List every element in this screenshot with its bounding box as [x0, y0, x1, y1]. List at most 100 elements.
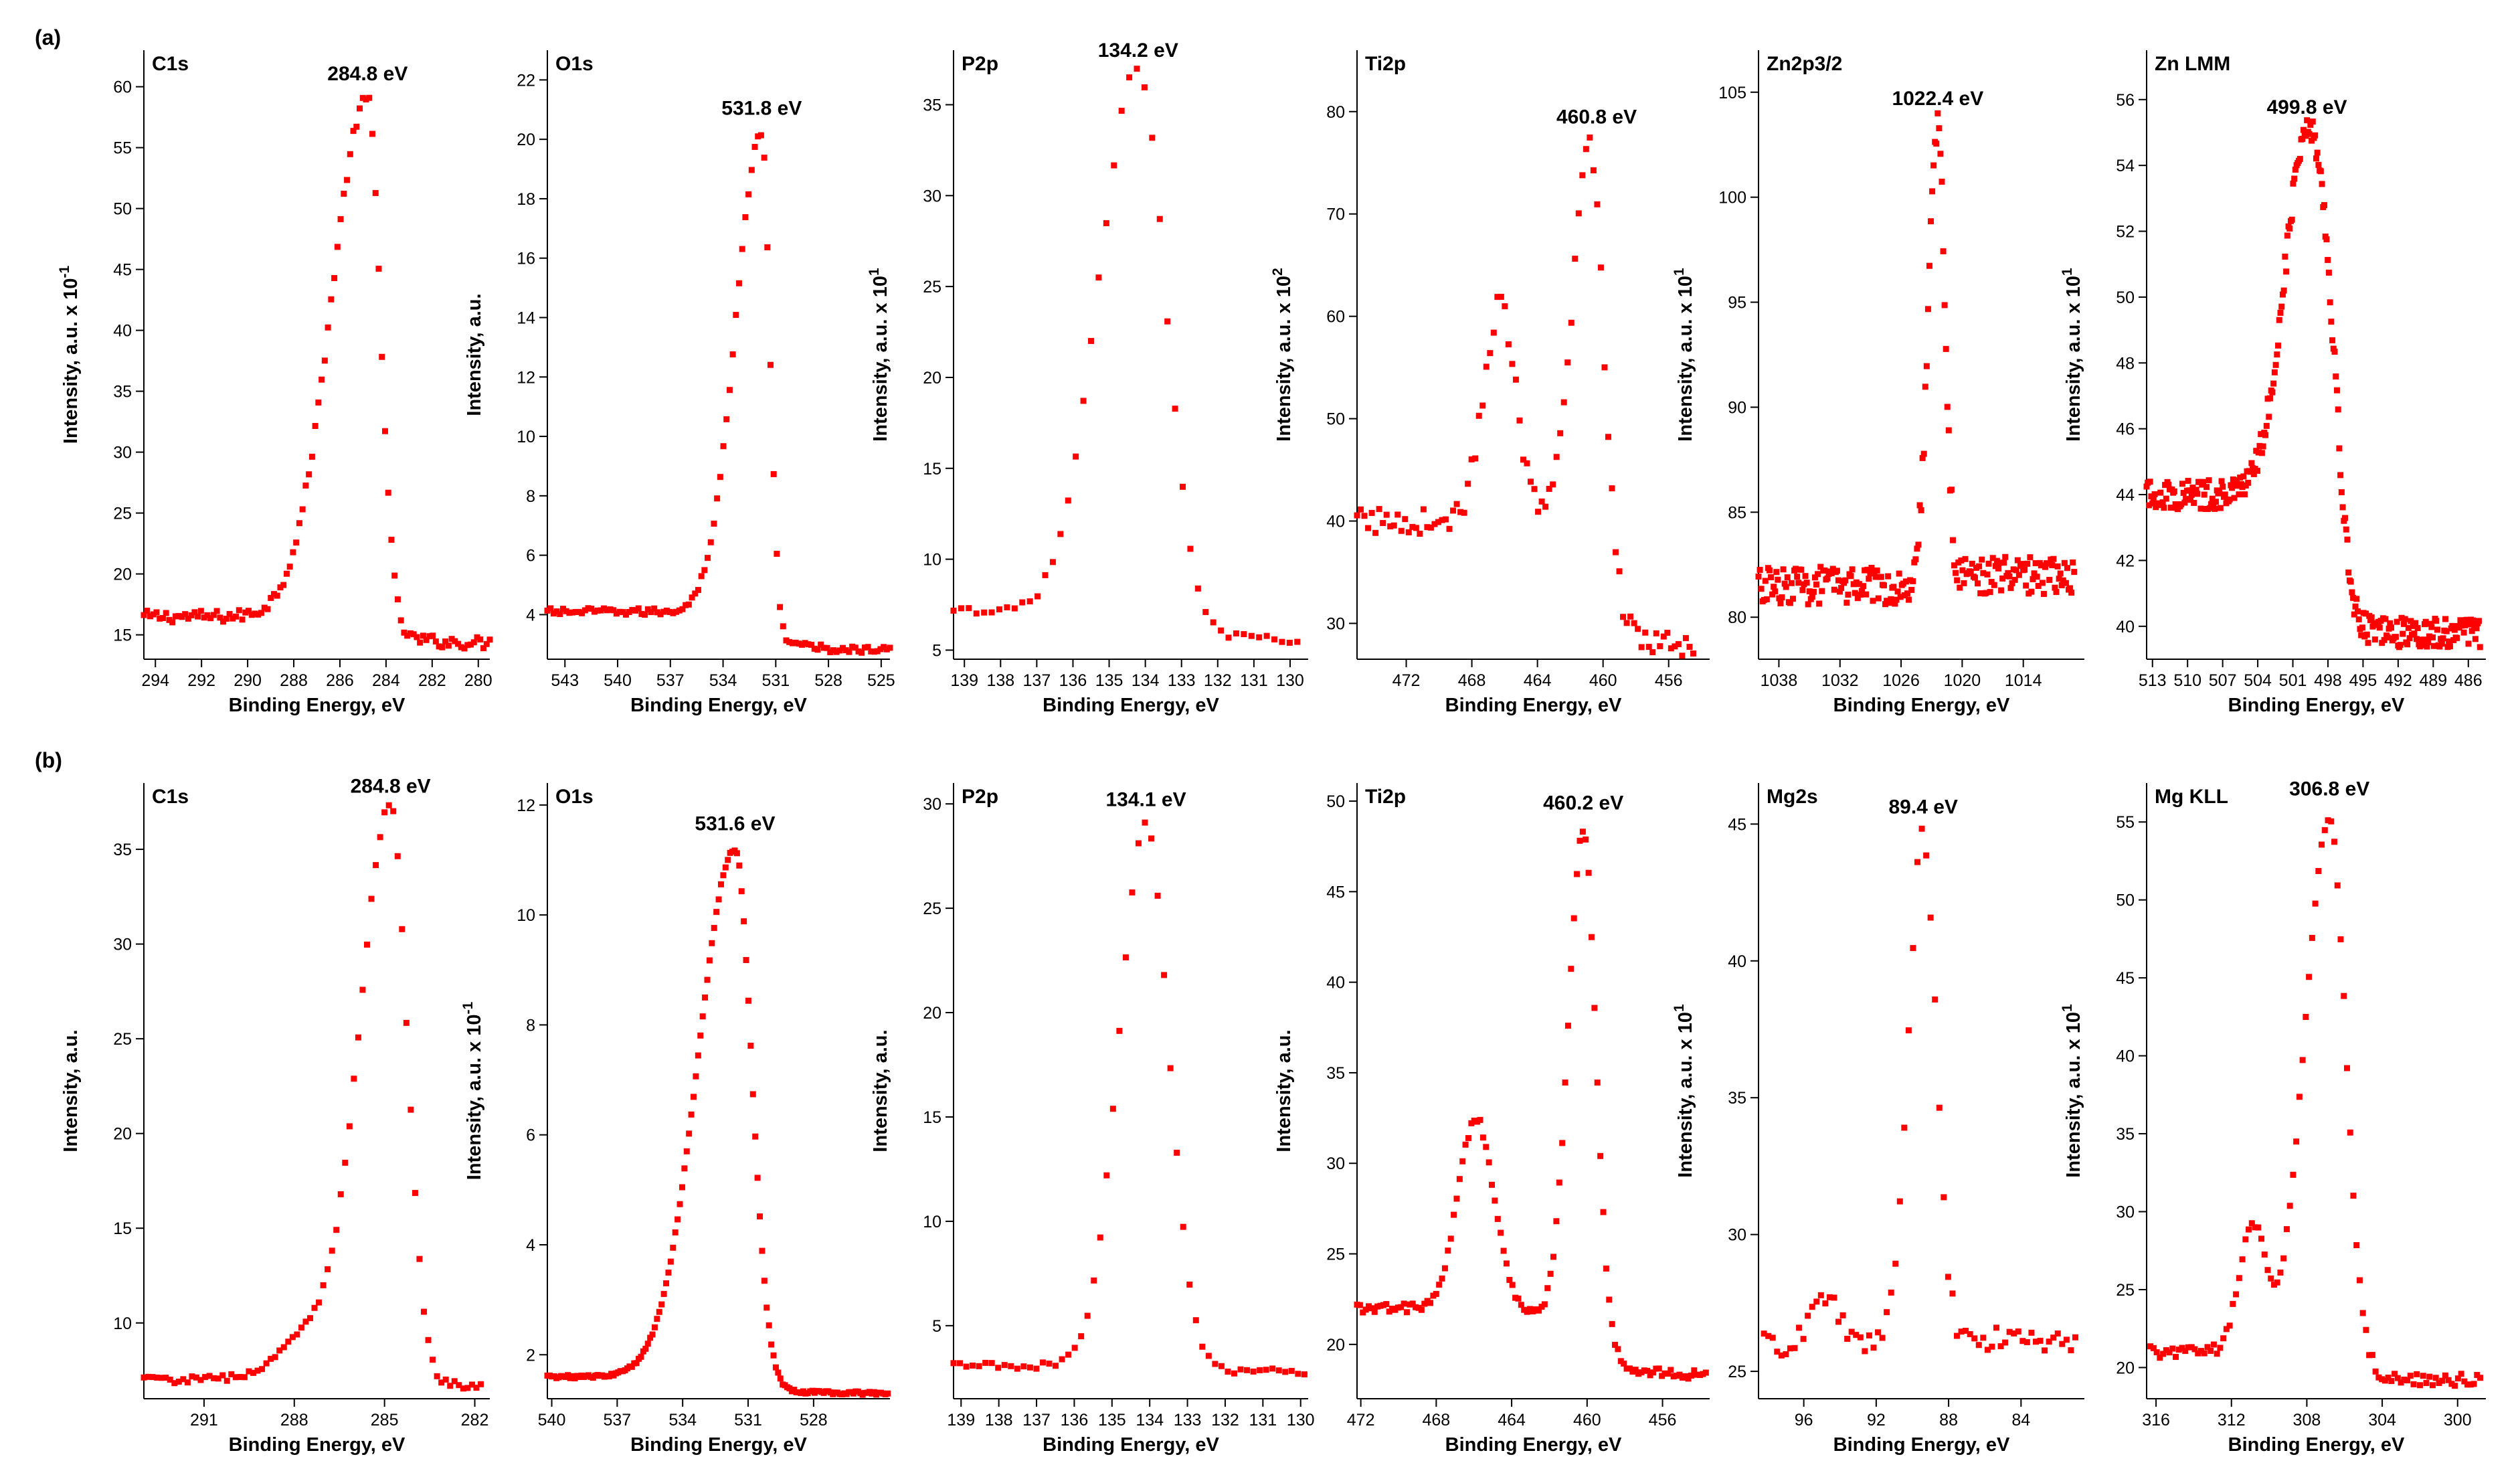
data-point	[2151, 491, 2158, 498]
data-point	[670, 1244, 677, 1251]
data-point	[277, 584, 284, 591]
data-point	[163, 610, 169, 616]
data-point	[1997, 559, 2003, 566]
data-point	[219, 1372, 226, 1379]
data-point	[2439, 1377, 2446, 1384]
panel-title: Ti2p	[1365, 53, 1406, 75]
data-point	[865, 644, 871, 651]
data-point	[1443, 516, 1449, 523]
data-point	[1984, 1347, 1991, 1353]
data-point	[663, 1280, 670, 1287]
data-point	[1880, 582, 1887, 589]
y-tick-label: 30	[113, 444, 132, 462]
data-point	[572, 608, 579, 615]
data-point	[1248, 632, 1255, 639]
x-tick-label: 285	[371, 1411, 399, 1430]
data-point	[2288, 216, 2295, 223]
data-point	[1180, 483, 1186, 490]
data-point	[666, 608, 673, 615]
data-point	[842, 647, 849, 654]
peak-label: 134.2 eV	[1098, 39, 1178, 62]
data-point	[2369, 623, 2376, 630]
data-point	[1862, 1348, 1868, 1355]
data-point	[1494, 294, 1501, 300]
data-point	[2242, 491, 2248, 498]
data-point	[2028, 1329, 2035, 1336]
data-point	[2376, 624, 2383, 631]
x-axis-label: Binding Energy, eV	[1043, 1434, 1219, 1456]
data-point	[685, 601, 692, 608]
data-point	[250, 1369, 256, 1376]
data-point	[2352, 603, 2359, 610]
data-point	[1570, 915, 1577, 922]
data-point	[1394, 511, 1401, 518]
data-point	[228, 1371, 235, 1377]
data-point	[2040, 590, 2047, 597]
x-tick-label: 282	[418, 671, 446, 690]
data-point	[2173, 1354, 2179, 1361]
x-tick-label: 137	[1023, 671, 1051, 690]
data-point	[1906, 596, 1912, 603]
data-point	[456, 1382, 462, 1389]
data-point	[241, 1374, 248, 1381]
data-point	[215, 1375, 221, 1382]
data-point	[268, 1355, 274, 1362]
y-tick-label: 12	[517, 368, 535, 387]
data-point	[1817, 564, 1824, 570]
data-point	[1536, 1307, 1542, 1314]
data-point	[626, 609, 632, 616]
data-point	[477, 636, 484, 642]
data-point	[394, 596, 401, 603]
data-point	[2277, 1270, 2284, 1276]
x-tick-label: 308	[2293, 1411, 2321, 1430]
data-point	[1755, 573, 1762, 580]
data-point	[296, 520, 302, 527]
data-point	[2145, 502, 2152, 509]
data-point	[451, 1378, 458, 1385]
data-point	[2182, 1348, 2189, 1355]
data-point	[658, 1301, 665, 1308]
chart-b-mg2s: 96 92 88 84 25 30 35 40 45 Binding Energy, eV Inte…	[1672, 783, 2084, 1456]
data-point	[1180, 1223, 1186, 1230]
data-point	[824, 644, 830, 651]
data-point	[191, 609, 198, 616]
y-axis-label-exponent: 1	[1672, 268, 1687, 276]
data-point	[363, 941, 370, 948]
data-point	[988, 1360, 995, 1367]
data-point	[2448, 1381, 2455, 1387]
data-point	[2262, 432, 2269, 438]
data-point	[2338, 489, 2345, 495]
data-point	[1799, 587, 1806, 594]
data-point	[2218, 478, 2225, 485]
data-point	[970, 1362, 976, 1369]
data-point	[2462, 622, 2468, 628]
data-point	[982, 1359, 989, 1366]
data-point	[1849, 566, 1856, 573]
data-point	[1487, 350, 1494, 357]
y-axis-label: Intensity, a.u.	[464, 293, 485, 416]
data-point	[408, 1106, 414, 1113]
data-point	[711, 520, 717, 527]
y-tick-label: 30	[2116, 1203, 2135, 1222]
x-tick-label: 534	[668, 1411, 697, 1430]
data-point	[1547, 1270, 1554, 1277]
data-point	[1934, 110, 1941, 116]
data-point	[325, 324, 331, 331]
data-point	[2446, 643, 2453, 650]
data-point	[2268, 1275, 2274, 1282]
y-tick-label: 52	[2116, 223, 2135, 242]
data-point	[202, 1374, 209, 1381]
x-tick-label: 460	[1589, 671, 1617, 690]
data-point	[1609, 485, 1615, 492]
data-point	[236, 607, 242, 614]
x-tick-label: 456	[1649, 1411, 1677, 1430]
data-point	[2432, 1375, 2439, 1381]
data-point	[859, 649, 865, 656]
data-point	[145, 1373, 152, 1380]
data-point	[1383, 1301, 1390, 1308]
data-point	[613, 610, 620, 617]
data-point	[2050, 1334, 2057, 1341]
y-tick-label: 15	[113, 626, 132, 645]
data-point	[2032, 1338, 2039, 1345]
data-point	[1910, 578, 1916, 584]
